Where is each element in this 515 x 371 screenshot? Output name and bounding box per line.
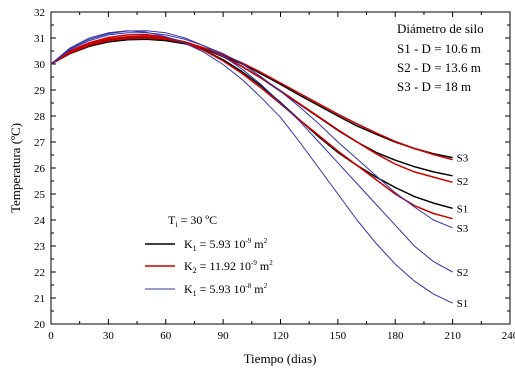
series-line-k2-s3 <box>50 37 453 161</box>
series-line-k1-s3 <box>50 38 453 159</box>
end-label-s1: S1 <box>457 203 469 215</box>
y-tick-label: 27 <box>34 137 46 149</box>
axis-tick-labels: 0306090120150180210240202122232425262728… <box>34 7 515 342</box>
x-axis-title: Tiempo (dias) <box>244 351 317 366</box>
series-line-k3-s2 <box>50 30 453 273</box>
legend-k1-sub: 1 <box>193 244 197 253</box>
annotation-line-s2: S2 - D = 13.6 m <box>397 60 481 75</box>
legend-k1-unit: m <box>251 237 264 251</box>
x-tick-label: 0 <box>48 330 54 342</box>
legend-title-rest: = 30 ºC <box>178 213 218 227</box>
legend-k3-sub: 1 <box>193 289 197 298</box>
legend-title-main: T <box>168 213 176 227</box>
legend-k2-exp: -9 <box>251 259 257 267</box>
plot-frame <box>50 11 511 325</box>
end-label-s2: S2 <box>457 176 469 188</box>
x-tick-label: 210 <box>444 330 461 342</box>
legend-k3-value: = 5.93 10 <box>197 282 246 296</box>
y-tick-label: 31 <box>34 33 45 45</box>
legend-entry-k3: K1 = 5.93 10-8 m2 <box>184 282 268 298</box>
legend-k2-unit-exp: 2 <box>269 259 273 267</box>
series-line-k1-s2 <box>50 36 453 177</box>
end-label-s1: S1 <box>457 298 469 310</box>
series-line-k2-s2 <box>50 35 453 184</box>
legend-entry-k1: K1 = 5.93 10-9 m2 <box>184 237 268 253</box>
legend-k3-unit: m <box>251 282 264 296</box>
end-label-s2: S2 <box>457 267 469 279</box>
legend-k2-sub: 2 <box>193 266 197 275</box>
series-line-k2-s1 <box>50 33 453 220</box>
series-line-k3-s3 <box>50 32 453 229</box>
series-line-k1-s1 <box>50 35 453 210</box>
annotation-line-s3: S3 - D = 18 m <box>397 79 471 94</box>
legend-k2-k: K <box>184 259 193 273</box>
legend-k3-unit-exp: 2 <box>264 282 268 290</box>
y-tick-label: 20 <box>34 319 46 331</box>
y-tick-label: 28 <box>34 111 46 123</box>
x-tick-label: 180 <box>387 330 404 342</box>
legend-entry-k2: K2 = 11.92 10-9 m2 <box>184 259 273 275</box>
legend-k1-exp: -9 <box>245 237 251 245</box>
legend-k2-value: = 11.92 10 <box>197 259 251 273</box>
series-lines <box>50 30 453 304</box>
legend: Ti = 30 ºC K1 = 5.93 10-9 m2 K2 = 11.92 … <box>145 213 273 298</box>
annotation-title: Diámetro de silo <box>397 21 484 36</box>
series-line-k3-s1 <box>50 30 453 304</box>
x-tick-label: 120 <box>272 330 289 342</box>
y-tick-label: 30 <box>34 59 46 71</box>
end-label-s3: S3 <box>457 153 469 165</box>
end-labels: S3 S2 S1 S3 S2 S1 <box>457 153 469 311</box>
y-tick-label: 29 <box>34 85 46 97</box>
y-tick-label: 32 <box>34 7 45 19</box>
legend-k3-exp: -8 <box>245 282 251 290</box>
annotation-line-s1: S1 - D = 10.6 m <box>397 41 481 56</box>
x-tick-label: 240 <box>502 330 515 342</box>
legend-k1-unit-exp: 2 <box>264 237 268 245</box>
legend-title-sub: i <box>175 220 178 229</box>
y-tick-label: 24 <box>34 215 46 227</box>
y-tick-label: 23 <box>34 241 46 253</box>
y-tick-label: 22 <box>34 267 45 279</box>
y-tick-label: 25 <box>34 189 46 201</box>
annotation-box: Diámetro de silo S1 - D = 10.6 m S2 - D … <box>397 21 484 94</box>
end-label-s3: S3 <box>457 223 469 235</box>
y-tick-label: 21 <box>34 293 45 305</box>
legend-k2-unit: m <box>257 259 270 273</box>
x-tick-label: 90 <box>218 330 230 342</box>
x-tick-label: 30 <box>103 330 115 342</box>
legend-k1-k: K <box>184 237 193 251</box>
legend-k1-value: = 5.93 10 <box>197 237 246 251</box>
axis-ticks <box>50 11 511 325</box>
x-tick-label: 150 <box>330 330 347 342</box>
y-tick-label: 26 <box>34 163 46 175</box>
x-tick-label: 60 <box>160 330 172 342</box>
y-axis-title: Temperatura (ºC) <box>8 123 23 213</box>
legend-title: Ti = 30 ºC <box>168 213 217 229</box>
legend-k3-k: K <box>184 282 193 296</box>
